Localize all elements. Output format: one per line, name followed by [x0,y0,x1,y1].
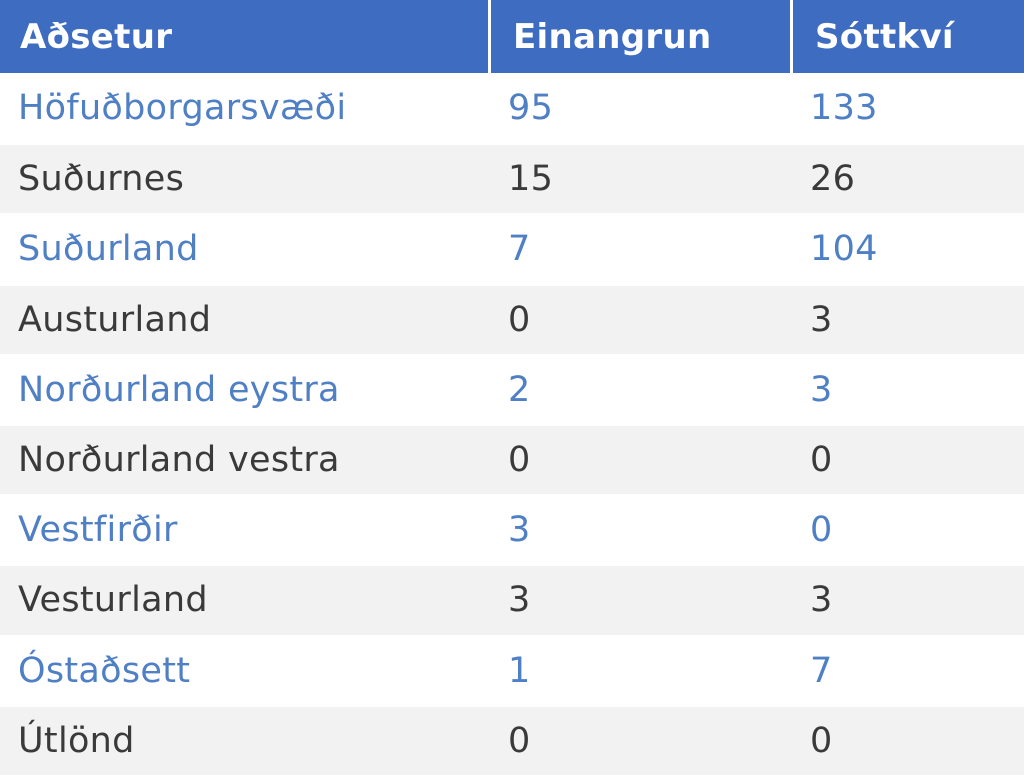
einangrun-cell: 0 [488,283,790,354]
sottkvi-cell: 0 [790,704,1024,775]
einangrun-cell: 95 [488,73,790,144]
header-einangrun: Einangrun [488,0,790,73]
sottkvi-cell: 133 [790,73,1024,144]
region-cell: Vesturland [0,564,488,635]
region-cell: Höfuðborgarsvæði [0,73,488,144]
sottkvi-cell: 26 [790,143,1024,214]
sottkvi-cell: 3 [790,353,1024,424]
einangrun-cell: 2 [488,353,790,424]
sottkvi-cell: 104 [790,213,1024,284]
region-cell: Vestfirðir [0,494,488,565]
region-cell: Norðurland eystra [0,353,488,424]
region-cell: Suðurnes [0,143,488,214]
einangrun-cell: 15 [488,143,790,214]
region-cell: Norðurland vestra [0,423,488,495]
region-cell: Austurland [0,283,488,354]
einangrun-cell: 7 [488,213,790,284]
sottkvi-cell: 3 [790,564,1024,635]
einangrun-cell: 0 [488,704,790,775]
region-cell: Suðurland [0,213,488,284]
sottkvi-cell: 0 [790,423,1024,495]
einangrun-cell: 1 [488,634,790,705]
header-sottkvi: Sóttkví [790,0,1024,73]
region-cell: Útlönd [0,704,488,775]
sottkvi-cell: 7 [790,634,1024,705]
sottkvi-cell: 3 [790,283,1024,354]
sottkvi-cell: 0 [790,494,1024,565]
einangrun-cell: 0 [488,423,790,495]
region-cell: Óstaðsett [0,634,488,705]
einangrun-cell: 3 [488,494,790,565]
einangrun-cell: 3 [488,564,790,635]
header-adsetur: Aðsetur [0,0,488,73]
